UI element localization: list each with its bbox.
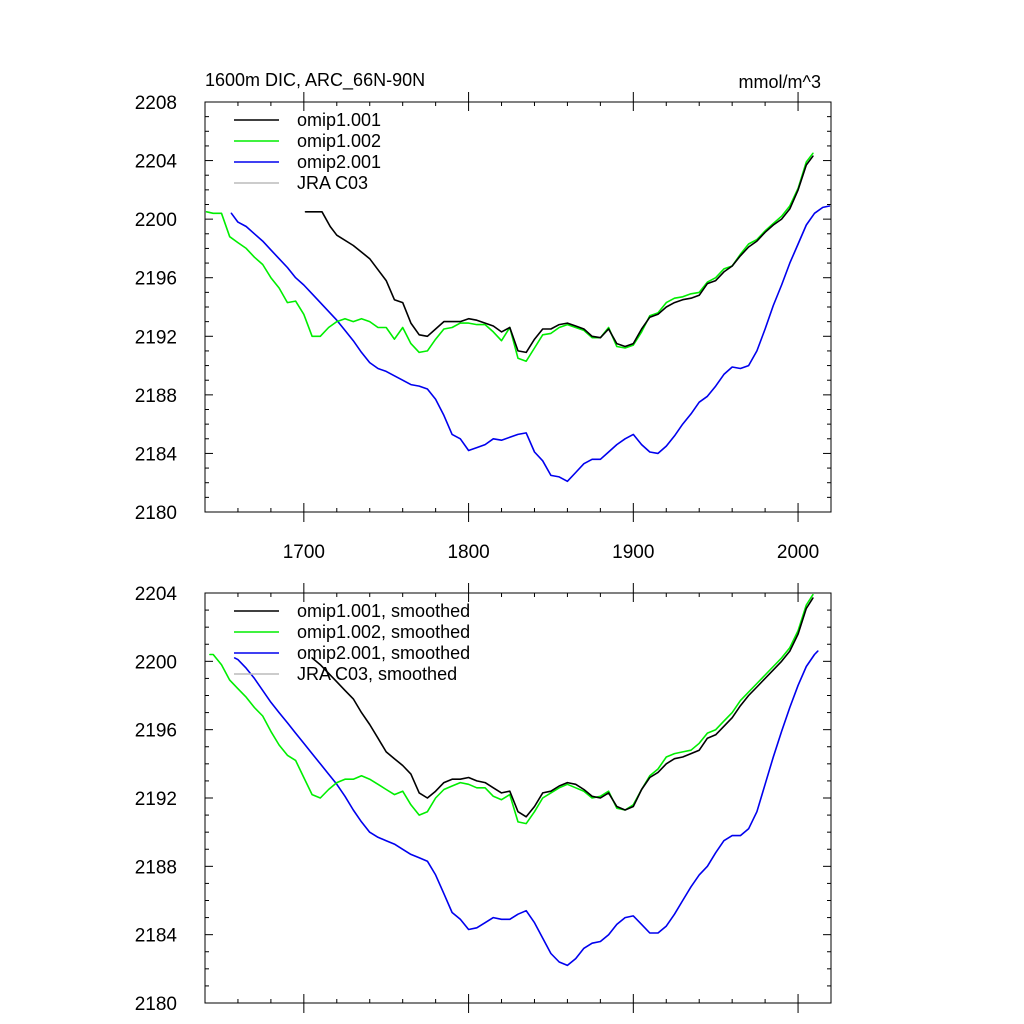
- chart-units: mmol/m^3: [739, 72, 821, 92]
- legend-label: omip2.001, smoothed: [297, 643, 470, 663]
- y-tick-label: 2196: [135, 269, 177, 290]
- y-tick-label: 2192: [135, 789, 177, 810]
- x-tick-label: 2000: [777, 542, 819, 563]
- series-line-omip2-001: [230, 205, 831, 483]
- x-tick-label: 1700: [283, 542, 325, 563]
- legend-label: omip2.001: [297, 152, 381, 172]
- legend-label: omip1.001: [297, 110, 381, 130]
- y-tick-label: 2204: [135, 584, 178, 605]
- y-tick-label: 2184: [135, 926, 178, 947]
- y-tick-label: 2192: [135, 327, 177, 348]
- y-tick-label: 2208: [135, 93, 177, 114]
- bottom-panel: 2180 2184 2188 2192 2196 2200 2204 omip1.001, s…: [135, 583, 832, 1015]
- series-line-omip2-001-smoothed: [233, 650, 819, 967]
- y-tick-label: 2180: [135, 994, 177, 1015]
- legend-label: JRA C03: [297, 173, 368, 193]
- legend-label: JRA C03, smoothed: [297, 664, 457, 684]
- y-tick-label: 2200: [135, 210, 177, 231]
- top-panel: 2180 2184 2188 2192 2196 2200 2204 2208 1700 1800…: [135, 70, 832, 563]
- x-tick-label: 1900: [612, 542, 654, 563]
- x-tick-label: 1800: [447, 542, 489, 563]
- legend-label: omip1.002: [297, 131, 381, 151]
- legend-label: omip1.001, smoothed: [297, 601, 470, 621]
- y-tick-label: 2188: [135, 386, 177, 407]
- y-tick-label: 2196: [135, 721, 177, 742]
- chart-title: 1600m DIC, ARC_66N-90N: [205, 70, 425, 91]
- series-line-omip1-001-smoothed: [311, 597, 814, 818]
- series-line-omip1-001: [304, 155, 814, 354]
- legend-label: omip1.002, smoothed: [297, 622, 470, 642]
- y-tick-label: 2188: [135, 857, 177, 878]
- y-tick-label: 2200: [135, 652, 177, 673]
- y-tick-label: 2204: [135, 152, 178, 173]
- y-tick-label: 2184: [135, 444, 178, 465]
- y-tick-label: 2180: [135, 503, 177, 524]
- series-line-omip1-002-smoothed: [209, 593, 814, 825]
